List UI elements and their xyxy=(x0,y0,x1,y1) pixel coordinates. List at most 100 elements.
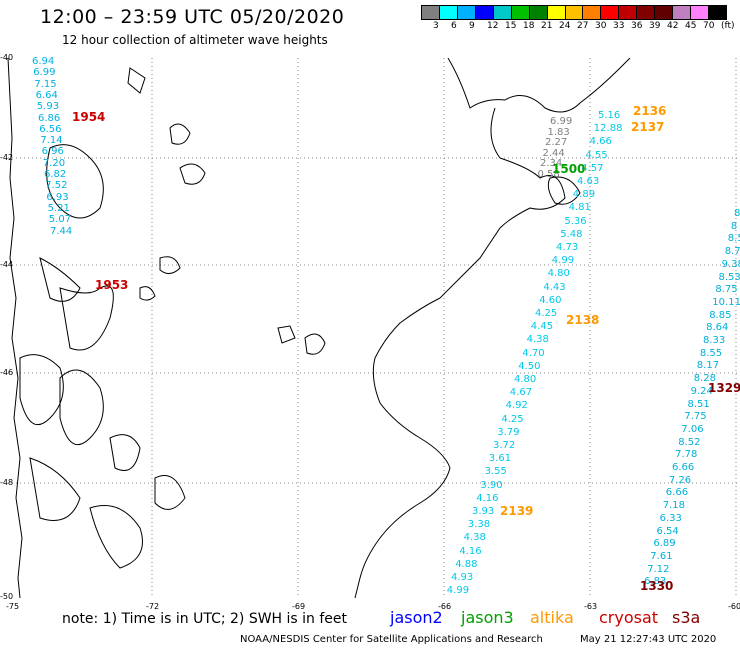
lat-label-42: -42 xyxy=(0,153,14,162)
west-track-value: 5.07 xyxy=(48,214,72,226)
east-track-value: 8.28 xyxy=(693,373,716,385)
scale-swatch xyxy=(637,6,656,19)
scale-swatch xyxy=(422,6,440,19)
west-track-value: 7.20 xyxy=(42,157,66,169)
scale-label: 42 xyxy=(667,21,679,31)
central-track-value: 2.34 xyxy=(540,158,563,169)
east-track-value: 8.33 xyxy=(703,335,726,346)
footnote: note: 1) Time is in UTC; 2) SWH is in fe… xyxy=(62,611,348,627)
scale-label: 6 xyxy=(451,21,457,31)
scale-swatch xyxy=(529,6,548,19)
legend-cryosat: cryosat xyxy=(599,608,659,627)
scale-swatch xyxy=(547,6,566,19)
west-track-value: 7.44 xyxy=(50,225,73,237)
east-track-value: 8 xyxy=(730,220,738,232)
main-track-value: 4.89 xyxy=(572,189,596,201)
main-track-value: 4.93 xyxy=(451,572,474,583)
scale-swatch xyxy=(691,6,709,19)
legend-altika: altika xyxy=(530,608,574,627)
scale-label: 12 xyxy=(487,21,499,31)
main-track-value: 4.38 xyxy=(526,334,549,346)
main-track-value: 4.45 xyxy=(530,321,554,333)
pass-label-1953: 1953 xyxy=(95,278,129,292)
east-track-value: 6.83 xyxy=(644,576,667,588)
legend-jason3: jason3 xyxy=(461,608,514,627)
lat-label-50: -50 xyxy=(0,592,14,601)
east-track-value: 6.89 xyxy=(653,538,676,550)
west-track-value: 5.93 xyxy=(36,101,60,113)
main-track-value: 4.25 xyxy=(535,308,558,319)
west-track-value: 6.86 xyxy=(38,112,61,124)
page-title: 12:00 – 23:59 UTC 05/20/2020 xyxy=(40,6,345,28)
main-track-value: 3.79 xyxy=(497,426,520,438)
scale-label: 21 xyxy=(541,21,553,31)
pass-label-2136: 2136 xyxy=(633,104,667,118)
scale-swatch xyxy=(565,6,584,19)
scale-label: 18 xyxy=(523,21,535,31)
main-track-value: 4.80 xyxy=(514,374,537,385)
east-track-value: 6.33 xyxy=(659,512,682,524)
main-track-value: 4.16 xyxy=(459,545,482,557)
main-track-value: 4.73 xyxy=(556,242,579,253)
chile-coastline xyxy=(7,58,326,598)
scale-swatch xyxy=(709,6,726,19)
main-track-value: 4.25 xyxy=(501,413,524,425)
east-track-value: 7.61 xyxy=(650,550,673,562)
east-track-value: 7.12 xyxy=(647,563,670,575)
pass-label-2137: 2137 xyxy=(631,120,665,134)
central-track-value: 1.83 xyxy=(547,126,570,138)
lat-label-40: -40 xyxy=(0,53,14,62)
main-track-value: 4.99 xyxy=(551,255,575,267)
scale-label: 9 xyxy=(469,21,475,31)
lon-label-72: -72 xyxy=(146,602,160,611)
east-track-value: 6.66 xyxy=(672,462,695,473)
main-track-value: 4.38 xyxy=(463,532,486,544)
scale-swatch xyxy=(511,6,530,19)
pass-label-1330: 1330 xyxy=(640,579,674,593)
central-track-value: 0.58 xyxy=(537,168,560,180)
lon-label-63: -63 xyxy=(584,602,598,611)
east-track-value: 9.38 xyxy=(721,258,740,270)
scale-label: 39 xyxy=(649,21,661,31)
east-track-value: 7.75 xyxy=(684,411,707,423)
lon-label-69: -69 xyxy=(292,602,306,611)
scale-swatch xyxy=(475,6,494,19)
main-track-value: 4.99 xyxy=(446,585,470,597)
east-track-value: 7.26 xyxy=(668,474,692,486)
pass-label-1954: 1954 xyxy=(72,110,106,124)
main-track-value: 4.16 xyxy=(476,492,499,504)
scale-label: 33 xyxy=(613,21,625,31)
scale-label: (ft) xyxy=(721,21,735,31)
scale-label: 30 xyxy=(595,21,607,31)
east-track-value: 8.53 xyxy=(718,271,740,283)
east-track-value: 8.7 xyxy=(724,246,740,258)
west-track-value: 6.99 xyxy=(33,67,56,79)
scale-swatch xyxy=(673,6,692,19)
main-track-value: 12.88 xyxy=(593,123,623,135)
pass-label-2139: 2139 xyxy=(500,504,534,518)
scale-swatch xyxy=(619,6,638,19)
main-track-value: 3.93 xyxy=(472,506,495,517)
legend-s3a: s3a xyxy=(672,608,701,627)
east-track-value: 8.52 xyxy=(678,436,701,448)
scale-swatch xyxy=(457,6,476,19)
scale-swatch xyxy=(583,6,602,19)
main-track-value: 5.48 xyxy=(560,228,583,240)
scale-swatch xyxy=(439,6,458,19)
west-track-value: 7.14 xyxy=(40,135,63,147)
main-track-value: 4.81 xyxy=(568,202,591,214)
pass-label-1500: 1500 xyxy=(552,162,586,176)
page-subtitle: 12 hour collection of altimeter wave hei… xyxy=(62,33,328,47)
main-track-value: 5.16 xyxy=(598,110,621,121)
map-panel xyxy=(0,58,740,598)
east-track-value: 8.5 xyxy=(727,233,740,245)
east-track-value: 8.55 xyxy=(699,347,723,359)
lon-label-75: -75 xyxy=(6,602,20,611)
lat-label-48: -48 xyxy=(0,478,14,487)
scale-label: 27 xyxy=(577,21,589,31)
main-track-value: 4.92 xyxy=(505,400,528,412)
color-scale-labels: 3 6 9 12 15 18 21 24 27 30 33 36 39 42 45 70 (ft) xyxy=(421,21,735,33)
east-track-value: 7.06 xyxy=(681,423,704,435)
scale-swatch xyxy=(493,6,512,19)
main-track-value: 3.61 xyxy=(488,453,512,465)
